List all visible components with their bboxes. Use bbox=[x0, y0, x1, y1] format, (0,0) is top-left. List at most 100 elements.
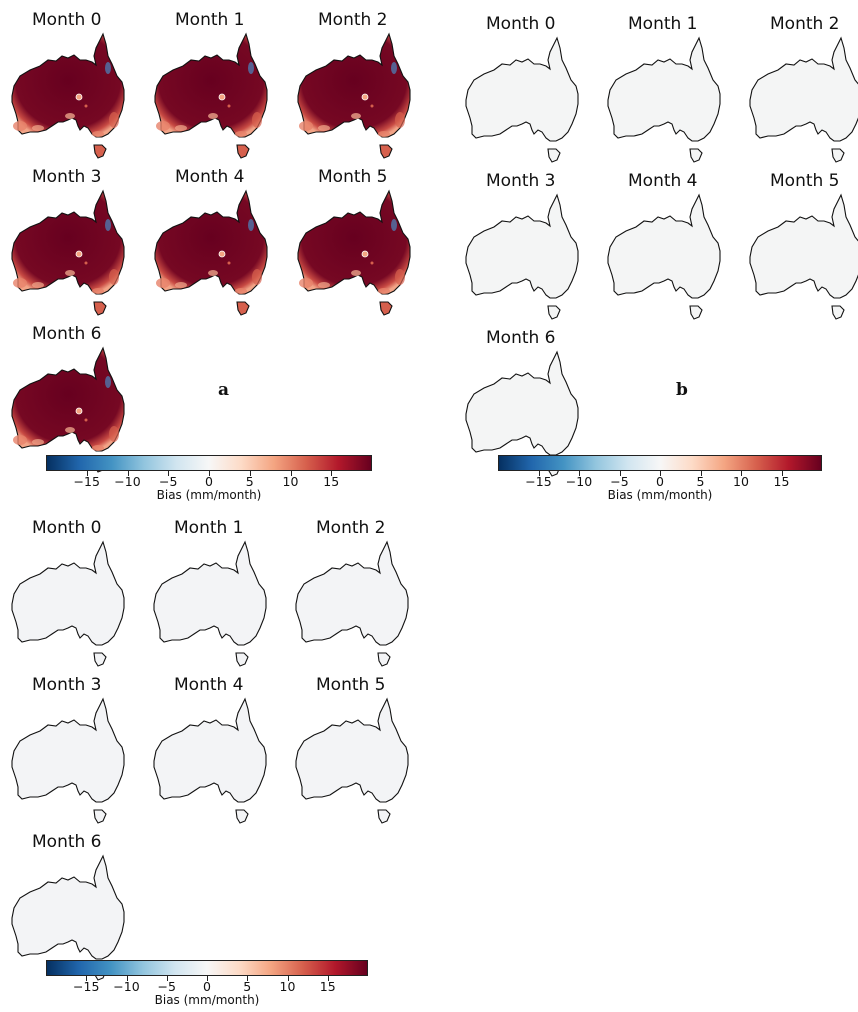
map-title: Month 0 bbox=[32, 518, 102, 538]
colorbar-tick-label: −15 bbox=[525, 474, 552, 489]
mainland-shape bbox=[11, 540, 125, 646]
colorbar bbox=[46, 960, 368, 976]
map-title: Month 3 bbox=[32, 675, 102, 695]
australia-map-icon bbox=[607, 193, 721, 320]
australia-map-icon bbox=[749, 193, 858, 320]
colorbar-tick bbox=[247, 976, 249, 981]
mainland-shape bbox=[465, 193, 579, 299]
map-title: Month 3 bbox=[486, 171, 556, 191]
australia-map-icon bbox=[465, 36, 579, 163]
map-title: Month 2 bbox=[316, 518, 386, 538]
map-title: Month 1 bbox=[174, 518, 244, 538]
colorbar-tick-label: 15 bbox=[323, 474, 340, 489]
australia-map-icon bbox=[295, 697, 409, 824]
mainland-shape bbox=[154, 189, 268, 295]
australia-map-icon bbox=[154, 32, 268, 159]
colorbar-tick bbox=[579, 471, 580, 476]
mainland-shape bbox=[297, 32, 411, 138]
map-title: Month 2 bbox=[318, 10, 388, 30]
colorbar-tick-label: 5 bbox=[245, 474, 254, 489]
mainland-shape bbox=[11, 854, 125, 960]
australia-map-icon bbox=[607, 36, 721, 163]
colorbar-tick-label: 5 bbox=[243, 979, 252, 994]
colorbar-tick bbox=[660, 471, 661, 476]
colorbar-tick-label: 15 bbox=[773, 474, 790, 489]
colorbar-tick-label: −15 bbox=[73, 474, 100, 489]
colorbar-tick bbox=[700, 471, 702, 476]
colorbar-tick bbox=[127, 471, 129, 476]
colorbar-tick bbox=[327, 976, 329, 981]
mainland-shape bbox=[295, 697, 409, 803]
mainland-shape bbox=[749, 193, 858, 299]
colorbar-tick bbox=[249, 471, 251, 476]
colorbar-tick-label: 10 bbox=[733, 474, 749, 489]
colorbar-tick-label: −5 bbox=[610, 474, 629, 489]
colorbar-tick bbox=[331, 471, 333, 476]
colorbar-tick-label: −5 bbox=[157, 979, 176, 994]
australia-map-icon bbox=[153, 697, 267, 824]
map-title: Month 2 bbox=[770, 14, 840, 34]
australia-map-icon bbox=[153, 540, 267, 667]
mainland-shape bbox=[465, 350, 579, 456]
colorbar-tick-label: 0 bbox=[656, 474, 664, 489]
map-title: Month 0 bbox=[32, 10, 102, 30]
australia-map-icon bbox=[297, 32, 411, 159]
map-title: Month 3 bbox=[32, 167, 102, 187]
colorbar-tick-label: −5 bbox=[159, 474, 178, 489]
map-title: Month 1 bbox=[175, 10, 245, 30]
colorbar-tick-label: −10 bbox=[565, 474, 593, 489]
mainland-shape bbox=[11, 189, 125, 295]
map-title: Month 4 bbox=[175, 167, 245, 187]
mainland-shape bbox=[607, 36, 721, 142]
mainland-shape bbox=[607, 193, 721, 299]
australia-map-icon bbox=[465, 193, 579, 320]
mainland-shape bbox=[154, 32, 268, 138]
colorbar bbox=[498, 455, 822, 471]
australia-map-icon bbox=[295, 540, 409, 667]
australia-map-icon bbox=[297, 189, 411, 316]
colorbar bbox=[46, 455, 372, 471]
colorbar-tick bbox=[86, 471, 88, 476]
colorbar-tick bbox=[166, 976, 168, 981]
australia-map-icon bbox=[11, 189, 125, 316]
map-title: Month 4 bbox=[174, 675, 244, 695]
colorbar-tick bbox=[168, 471, 170, 476]
colorbar-tick-label: −10 bbox=[114, 474, 141, 489]
mainland-shape bbox=[11, 346, 125, 452]
colorbar-label: Bias (mm/month) bbox=[607, 488, 713, 502]
map-title: Month 6 bbox=[32, 324, 102, 344]
colorbar-tick bbox=[290, 471, 292, 476]
colorbar-tick bbox=[287, 976, 289, 981]
mainland-shape bbox=[11, 697, 125, 803]
map-title: Month 5 bbox=[318, 167, 388, 187]
australia-map-icon bbox=[11, 32, 125, 159]
map-title: Month 5 bbox=[770, 171, 840, 191]
colorbar-tick-label: 10 bbox=[279, 979, 296, 994]
mainland-shape bbox=[297, 189, 411, 295]
colorbar-tick bbox=[781, 471, 783, 476]
colorbar-tick bbox=[86, 976, 88, 981]
map-title: Month 4 bbox=[628, 171, 698, 191]
mainland-shape bbox=[465, 36, 579, 142]
colorbar-tick-label: 0 bbox=[205, 474, 213, 489]
colorbar-tick bbox=[741, 471, 742, 476]
colorbar-tick bbox=[207, 976, 208, 981]
map-title: Month 5 bbox=[316, 675, 386, 695]
colorbar-tick bbox=[209, 471, 210, 476]
australia-map-icon bbox=[11, 697, 125, 824]
australia-map-icon bbox=[11, 540, 125, 667]
colorbar-tick-label: 15 bbox=[319, 979, 336, 994]
colorbar-tick-label: 5 bbox=[696, 474, 705, 489]
map-title: Month 1 bbox=[628, 14, 698, 34]
map-title: Month 6 bbox=[486, 328, 556, 348]
colorbar-label: Bias (mm/month) bbox=[156, 488, 262, 502]
colorbar-tick-label: 10 bbox=[282, 474, 299, 489]
colorbar-tick-label: −10 bbox=[113, 979, 140, 994]
colorbar-tick bbox=[126, 976, 128, 981]
panel-label: a bbox=[218, 380, 230, 400]
panel-label: b bbox=[676, 380, 688, 400]
colorbar-label: Bias (mm/month) bbox=[154, 993, 260, 1007]
mainland-shape bbox=[749, 36, 858, 142]
mainland-shape bbox=[153, 540, 267, 646]
